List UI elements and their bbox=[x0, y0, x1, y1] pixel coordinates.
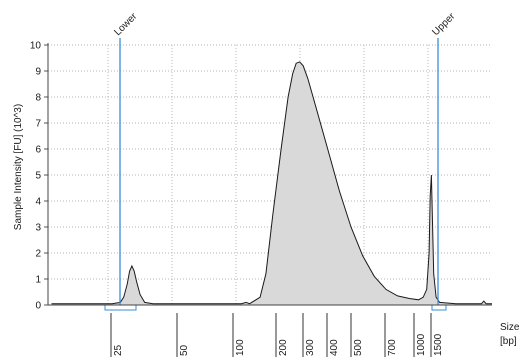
y-tick-label: 7 bbox=[35, 119, 41, 130]
x-unit-label-bp: [bp] bbox=[500, 336, 517, 347]
trace-fill bbox=[51, 61, 492, 306]
y-tick-label: 4 bbox=[35, 197, 41, 208]
y-axis-label: Sample Intensity [FU] (10^3) bbox=[13, 104, 24, 230]
marker-range-box bbox=[431, 304, 447, 311]
y-tick-label: 2 bbox=[35, 249, 41, 260]
x-unit-label-size: Size bbox=[500, 322, 520, 333]
y-tick-label: 9 bbox=[35, 67, 41, 78]
y-tick-label: 1 bbox=[35, 275, 41, 286]
x-tick-label: 700 bbox=[387, 339, 398, 356]
x-tick-label: 1000 bbox=[416, 333, 427, 356]
x-tick-label: 300 bbox=[305, 339, 316, 356]
x-tick-label: 100 bbox=[235, 339, 246, 356]
y-tick-label: 10 bbox=[30, 41, 42, 52]
trace-area bbox=[51, 61, 492, 306]
marker-label-upper: Upper bbox=[430, 11, 458, 39]
x-tick-label: 1500 bbox=[433, 333, 444, 356]
x-tick-label: 400 bbox=[329, 339, 340, 356]
y-tick-label: 6 bbox=[35, 145, 41, 156]
marker-label-lower: Lower bbox=[112, 11, 140, 39]
x-tick-label: 200 bbox=[278, 339, 289, 356]
x-tick-labels: 25 50 100 200 300 400 500 700 1000 1500 bbox=[110, 313, 444, 357]
x-tick-label: 500 bbox=[353, 339, 364, 356]
axes bbox=[44, 43, 492, 306]
trace-line bbox=[51, 61, 492, 305]
y-tick-label: 3 bbox=[35, 223, 41, 234]
marker-range-box bbox=[104, 304, 137, 311]
x-tick-label: 50 bbox=[179, 344, 190, 356]
y-tick-label: 0 bbox=[35, 301, 41, 312]
x-tick-label: 25 bbox=[113, 344, 124, 356]
y-tick-labels: 0 1 2 3 4 5 6 7 8 9 10 bbox=[30, 41, 42, 312]
y-tick-label: 8 bbox=[35, 93, 41, 104]
y-tick-label: 5 bbox=[35, 171, 41, 182]
